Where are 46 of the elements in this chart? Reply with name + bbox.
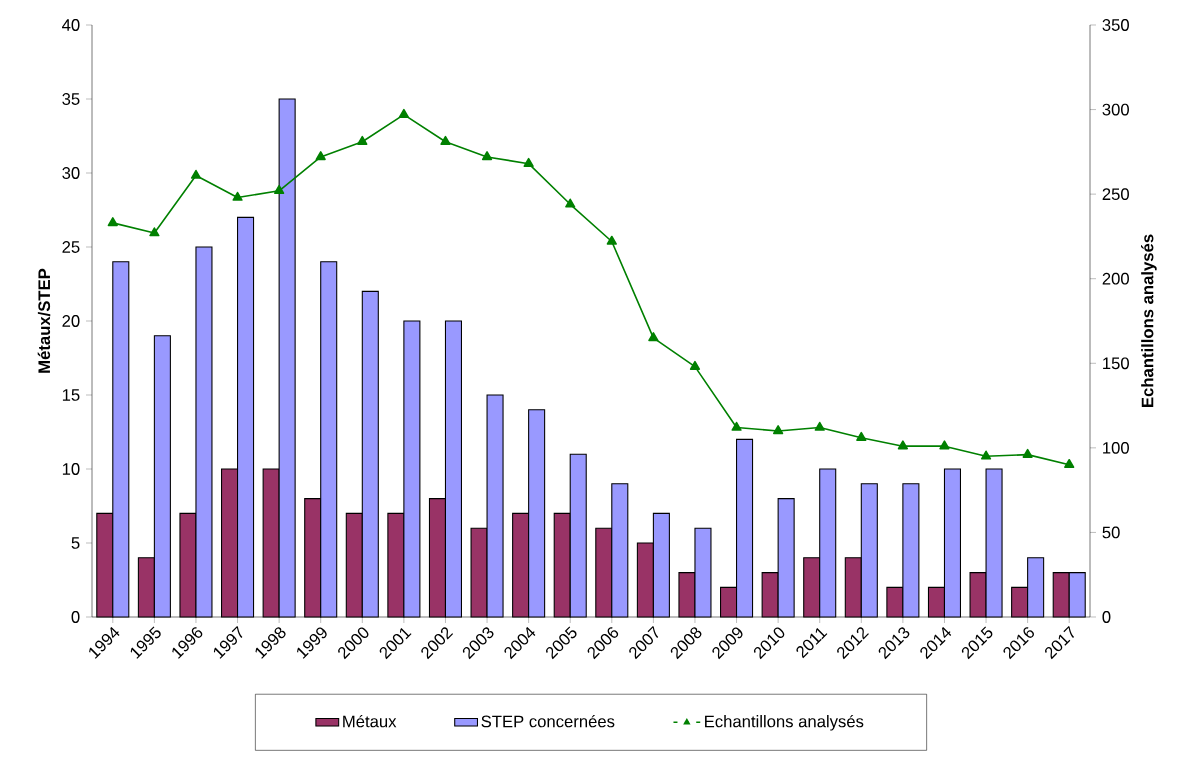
point [565, 198, 576, 208]
legend-label: STEP concernées [481, 714, 615, 728]
point [814, 421, 825, 431]
y2-tick-label: 350 [1102, 19, 1129, 31]
y-tick-label: 30 [62, 167, 80, 179]
point [149, 227, 160, 237]
point [1022, 448, 1033, 458]
y2-tick-label: 50 [1102, 526, 1120, 539]
point [980, 450, 992, 460]
y-tick-label: 10 [62, 463, 80, 475]
y2-tick-label: 100 [1103, 441, 1129, 454]
point [440, 135, 451, 146]
y-tick-label: 25 [62, 241, 80, 253]
point [1064, 458, 1075, 469]
point [232, 191, 243, 201]
y2-axis-title: Echantillons analysés [1141, 234, 1157, 407]
point [606, 235, 617, 245]
point [315, 151, 326, 161]
legend-label: Métaux [343, 714, 397, 728]
y2-tick-label: 0 [1102, 611, 1111, 623]
point [481, 151, 493, 161]
point [689, 360, 701, 370]
y-tick-label: 0 [71, 611, 80, 623]
point [856, 431, 867, 442]
point [107, 217, 118, 227]
y2-tick-label: 150 [1103, 357, 1129, 370]
y2-tick-label: 200 [1102, 272, 1129, 285]
point [731, 421, 742, 431]
point [897, 440, 909, 450]
point [398, 108, 410, 118]
point [357, 135, 368, 146]
point [939, 440, 950, 450]
y-tick-label: 5 [71, 537, 80, 549]
point [190, 169, 202, 179]
point [773, 425, 784, 435]
y2-tick-label: 300 [1102, 103, 1129, 116]
y-axis-title: Métaux/STEP [37, 268, 51, 373]
y-tick-label: 35 [62, 93, 80, 105]
y-tick-label: 40 [62, 19, 80, 31]
point [648, 332, 659, 342]
legend-label: Echantillons analysés [705, 714, 864, 731]
y2-tick-label: 250 [1102, 188, 1129, 201]
y-tick-label: 20 [62, 315, 80, 327]
point [523, 157, 534, 167]
point [274, 184, 285, 195]
y-tick-label: 15 [62, 389, 80, 401]
